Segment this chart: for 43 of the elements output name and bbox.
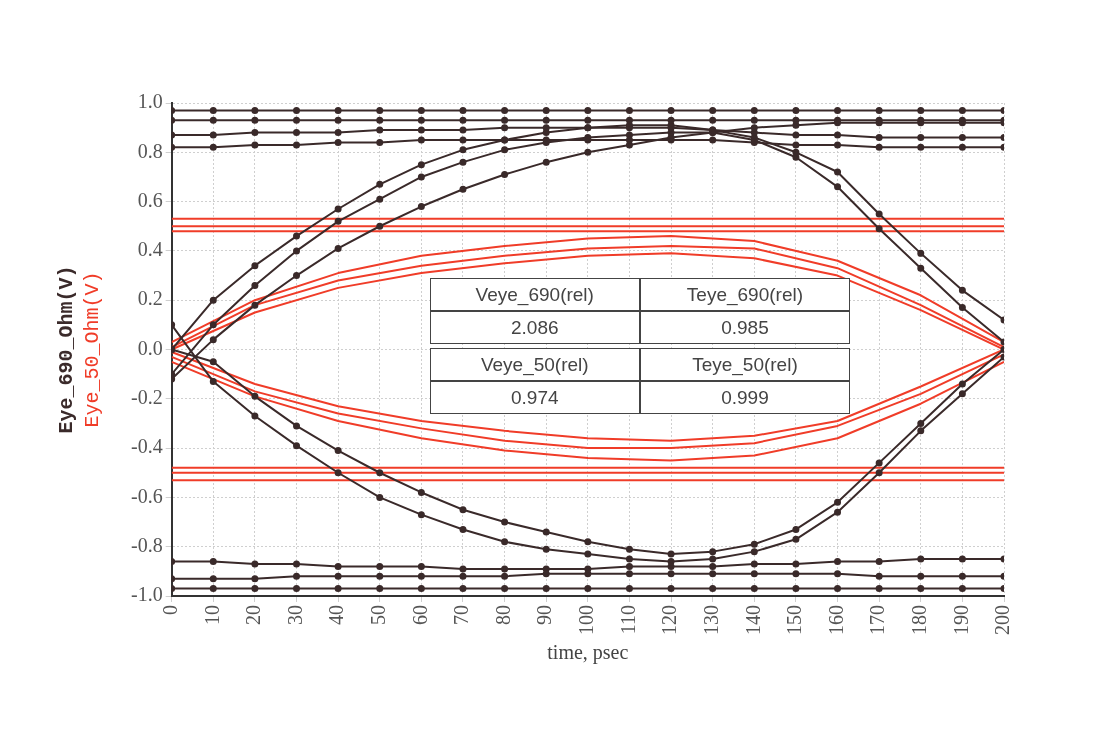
y-tick-label: -0.4 <box>130 435 163 458</box>
x-tick-label: 160 <box>824 605 847 635</box>
annotation: Veye_690(rel) <box>429 278 640 311</box>
x-tick-label: 50 <box>367 605 389 625</box>
x-tick-label: 100 <box>575 605 598 635</box>
x-tick-label: 80 <box>491 605 514 625</box>
y-tick-label: -0.8 <box>130 533 163 556</box>
x-tick-label: 0 <box>158 605 181 615</box>
y-tick-label: 0.8 <box>137 139 163 162</box>
text: Eye_690_Ohm(V) <box>54 265 78 434</box>
y-tick-label: -1.0 <box>130 583 163 606</box>
x-tick-label: 110 <box>616 605 639 635</box>
x-tick-label: 170 <box>866 605 889 635</box>
y-tick-label: -0.6 <box>130 484 163 507</box>
x-tick-label: 60 <box>408 605 431 625</box>
x-tick-label: 90 <box>533 605 556 625</box>
x-tick-label: 150 <box>783 605 806 635</box>
x-tick-label: 120 <box>658 605 681 635</box>
x-tick-label: 70 <box>450 605 473 625</box>
y-tick-label: -0.2 <box>130 386 163 409</box>
annotation: 2.086 <box>429 311 640 344</box>
y-tick-label: 0.4 <box>137 238 163 261</box>
annotation: 0.999 <box>639 381 851 414</box>
annotation: Veye_50(rel) <box>429 348 640 381</box>
y-tick-label: 0.2 <box>137 287 163 310</box>
x-tick-label: 200 <box>991 605 1014 635</box>
x-tick-label: 130 <box>699 605 722 635</box>
y-tick-label: 0.6 <box>137 188 163 211</box>
annotation: Teye_690(rel) <box>639 278 851 311</box>
x-tick-label: 10 <box>200 605 223 625</box>
x-tick-label: 40 <box>325 605 348 625</box>
x-tick-label: 30 <box>283 605 306 625</box>
x-tick-label: 20 <box>242 605 265 625</box>
x-tick-label: 140 <box>741 605 764 635</box>
x-tick-label: 190 <box>949 605 972 635</box>
annotation: Teye_50(rel) <box>639 348 851 381</box>
annotation: 0.985 <box>639 311 851 344</box>
y-tick-label: 1.0 <box>137 90 163 113</box>
text: Eye_50_Ohm(V) <box>80 271 104 428</box>
annotation: 0.974 <box>429 381 640 414</box>
x-axis-title: time, psec <box>547 641 629 665</box>
y-tick-label: 0.0 <box>137 336 163 359</box>
x-tick-label: 180 <box>908 605 931 635</box>
